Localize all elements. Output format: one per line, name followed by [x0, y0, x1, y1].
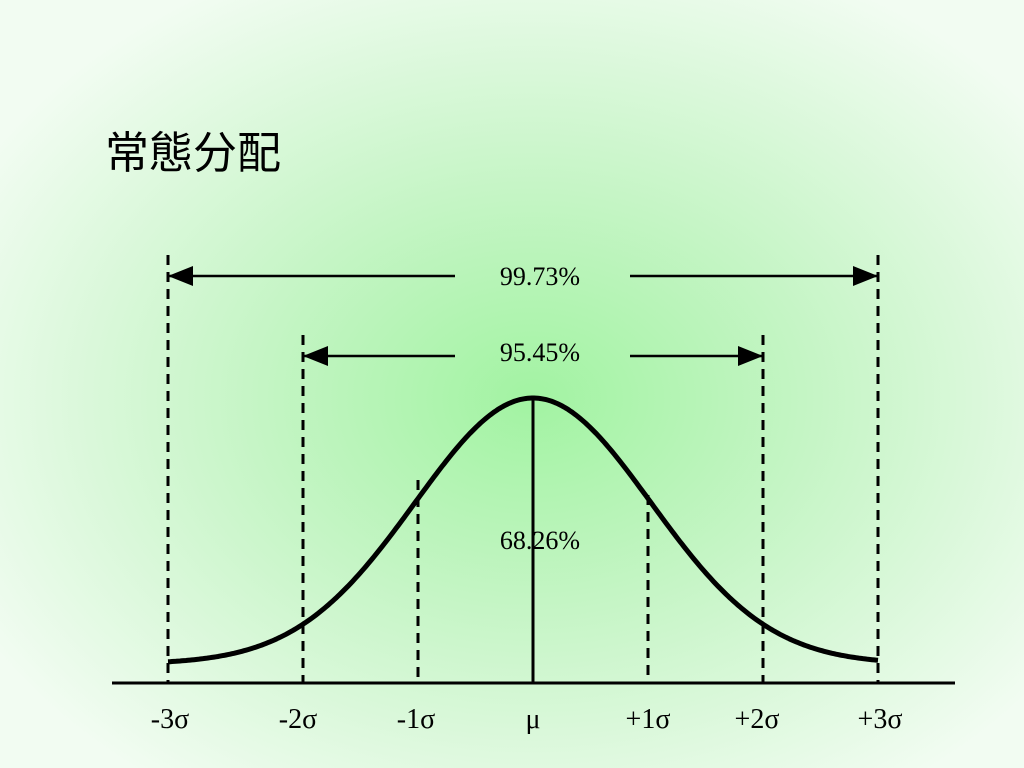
title: 常態分配 — [105, 128, 281, 179]
axis-label: -2σ — [279, 704, 317, 735]
axis-label: -1σ — [397, 704, 435, 735]
axis-label: μ — [525, 704, 540, 735]
range-label: 99.73% — [500, 262, 580, 291]
axis-labels: -3σ -2σ -1σ μ +1σ +2σ +3σ — [151, 704, 903, 735]
axis-label: -3σ — [151, 704, 189, 735]
axis-label: +1σ — [626, 704, 671, 735]
range-label: 68.26% — [500, 526, 580, 555]
range-arrows — [168, 266, 878, 366]
axis-label: +2σ — [735, 704, 780, 735]
axis-label: +3σ — [858, 704, 903, 735]
normal-curve — [167, 395, 879, 665]
range-label: 95.45% — [500, 338, 580, 367]
